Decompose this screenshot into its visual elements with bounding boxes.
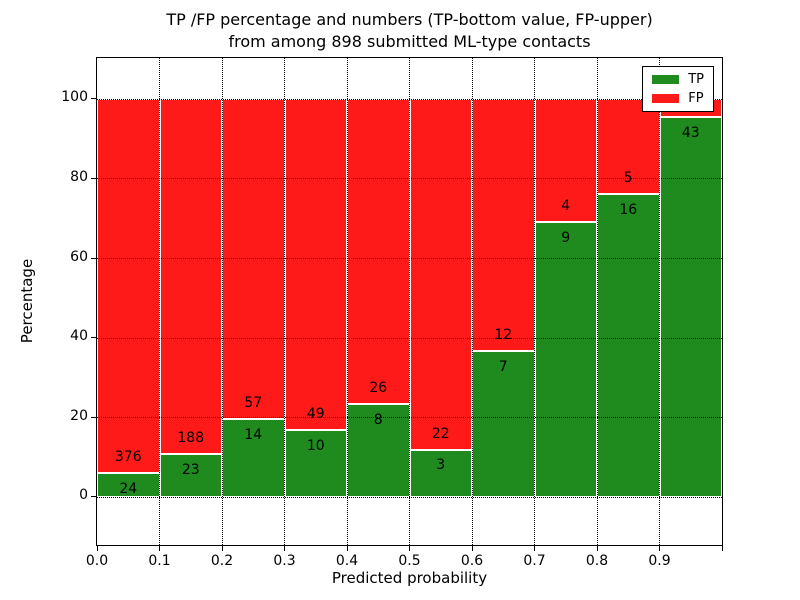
- chart-title-line2: from among 898 submitted ML-type contact…: [228, 32, 591, 51]
- y-tick-mark: [91, 337, 96, 339]
- x-tick-mark: [96, 546, 98, 551]
- fp-bar-segment: [97, 99, 160, 474]
- y-tick-label: 100: [61, 89, 88, 106]
- x-axis-label: Predicted probability: [331, 569, 488, 587]
- x-tick-label: 0.7: [523, 553, 546, 569]
- y-tick-label: 60: [70, 248, 88, 265]
- x-tick-label: 0.8: [585, 553, 609, 569]
- x-tick-mark: [346, 546, 348, 551]
- fp-count-label: 376: [114, 449, 142, 466]
- x-tick-label: 0.0: [85, 553, 109, 569]
- gridline-vertical: [596, 58, 598, 545]
- x-tick-mark: [659, 546, 660, 551]
- fp-bar-segment: [409, 99, 472, 450]
- gridline-vertical: [534, 58, 535, 545]
- y-tick-mark: [91, 257, 96, 259]
- fp-count-label: 26: [369, 379, 388, 396]
- y-tick-mark: [91, 416, 96, 418]
- x-tick-label: 0.6: [460, 553, 484, 569]
- tp-count-label: 16: [619, 201, 638, 218]
- tp-count-label: 23: [181, 461, 200, 478]
- x-tick-mark: [159, 546, 160, 551]
- tp-count-label: 7: [498, 358, 508, 375]
- x-tick-mark: [284, 546, 285, 551]
- tp-count-label: 43: [681, 124, 700, 141]
- tp-bar-segment: [159, 453, 222, 498]
- fp-count-label: 188: [177, 429, 205, 446]
- tp-legend-label: TP: [688, 72, 704, 87]
- x-tick-mark: [221, 546, 223, 551]
- fp-count-label: 22: [431, 425, 450, 442]
- x-tick-label: 0.3: [273, 553, 296, 569]
- gridline-vertical: [659, 58, 660, 545]
- fp-count-label: 12: [494, 326, 513, 343]
- y-tick-label: 0: [79, 487, 88, 504]
- x-tick-label: 0.2: [210, 553, 234, 569]
- gridline-vertical: [409, 58, 410, 545]
- tp-count-label: 24: [119, 481, 138, 498]
- y-tick-mark: [91, 496, 96, 498]
- gridline-vertical: [221, 58, 223, 545]
- fp-bar-segment: [472, 99, 535, 351]
- y-tick-label: 40: [70, 328, 88, 345]
- tp-count-label: 14: [244, 426, 263, 443]
- x-tick-mark: [534, 546, 535, 551]
- fp-legend-label: FP: [688, 91, 704, 106]
- x-tick-mark: [596, 546, 598, 551]
- fp-bar-segment: [159, 99, 222, 454]
- tp-bar-segment: [534, 221, 597, 498]
- tp-count-label: 9: [561, 229, 571, 246]
- gridline-vertical: [159, 58, 160, 545]
- x-tick-label: 0.1: [148, 553, 171, 569]
- gridline-vertical: [284, 58, 285, 545]
- fp-bar-segment: [347, 99, 410, 404]
- tp-bar-segment: [222, 418, 285, 498]
- legend-item-tp: TP: [652, 73, 704, 86]
- gridline-vertical: [346, 58, 348, 545]
- plot-area: TP FP 376 24 188 23 57 14 49 10 26 8 22 3 12 7 4 9 5 16 43: [96, 57, 723, 546]
- tp-bar-segment: [597, 194, 660, 498]
- y-tick-mark: [91, 98, 96, 100]
- x-tick-mark: [721, 546, 723, 551]
- gridline-vertical: [471, 58, 473, 545]
- x-tick-label: 0.4: [335, 553, 359, 569]
- fp-count-label: 4: [561, 198, 571, 214]
- tp-count-label: 8: [373, 411, 383, 428]
- fp-count-label: 57: [244, 394, 263, 411]
- x-tick-label: 0.5: [398, 553, 421, 569]
- fp-count-label: 49: [306, 406, 325, 423]
- x-tick-mark: [471, 546, 473, 551]
- fp-bar-segment: [284, 99, 347, 430]
- legend: TP FP: [642, 66, 714, 112]
- fp-bar-segment: [222, 99, 285, 419]
- tp-legend-swatch: [652, 75, 680, 84]
- legend-item-fp: FP: [652, 92, 704, 105]
- chart-title: TP /FP percentage and numbers (TP-bottom…: [97, 9, 722, 53]
- y-tick-mark: [91, 177, 96, 179]
- fp-count-label: 5: [623, 170, 633, 187]
- y-tick-label: 80: [70, 168, 88, 185]
- fp-legend-swatch: [652, 94, 680, 103]
- tp-bar-segment: [659, 116, 722, 498]
- tp-count-label: 3: [436, 457, 446, 474]
- x-tick-label: 0.9: [648, 553, 671, 569]
- chart-title-line1: TP /FP percentage and numbers (TP-bottom…: [166, 10, 653, 29]
- y-tick-label: 20: [70, 407, 88, 424]
- tp-count-label: 10: [306, 437, 325, 454]
- y-axis-label: Percentage: [18, 258, 36, 344]
- x-tick-mark: [409, 546, 410, 551]
